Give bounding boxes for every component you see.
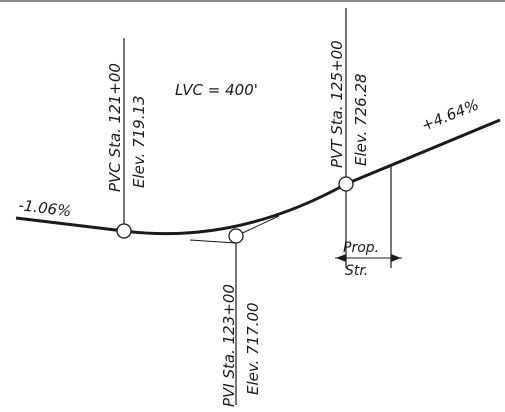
exit-grade-line xyxy=(345,118,501,186)
pvt-marker xyxy=(338,176,354,192)
structure-label-line1: Prop. xyxy=(343,240,379,256)
curve-length-label: LVC = 400' xyxy=(175,81,258,99)
entry-grade-label: -1.06% xyxy=(18,196,73,220)
exit-grade-label: +4.64% xyxy=(419,95,482,134)
pvi-elevation-label: Elev. 717.00 xyxy=(244,302,262,395)
pvc-elevation-label: Elev. 719.13 xyxy=(130,95,148,188)
structure-arrow-left xyxy=(336,254,346,262)
structure-label-line2: Str. xyxy=(345,263,368,279)
pvt-station-label: PVT Sta. 125+00 xyxy=(328,40,346,168)
entry-grade-line xyxy=(15,216,125,233)
structure-arrow-right xyxy=(391,254,401,262)
vertical-curve xyxy=(123,182,347,236)
pvt-elevation-label: Elev. 726.28 xyxy=(352,73,370,166)
pvi-tangent-right xyxy=(235,215,280,237)
pvi-marker xyxy=(228,228,244,244)
pvi-tangent-left xyxy=(189,239,237,244)
pvc-marker xyxy=(116,223,132,239)
pvi-station-label: PVI Sta. 123+00 xyxy=(220,284,238,407)
pvc-station-label: PVC Sta. 121+00 xyxy=(106,63,124,192)
